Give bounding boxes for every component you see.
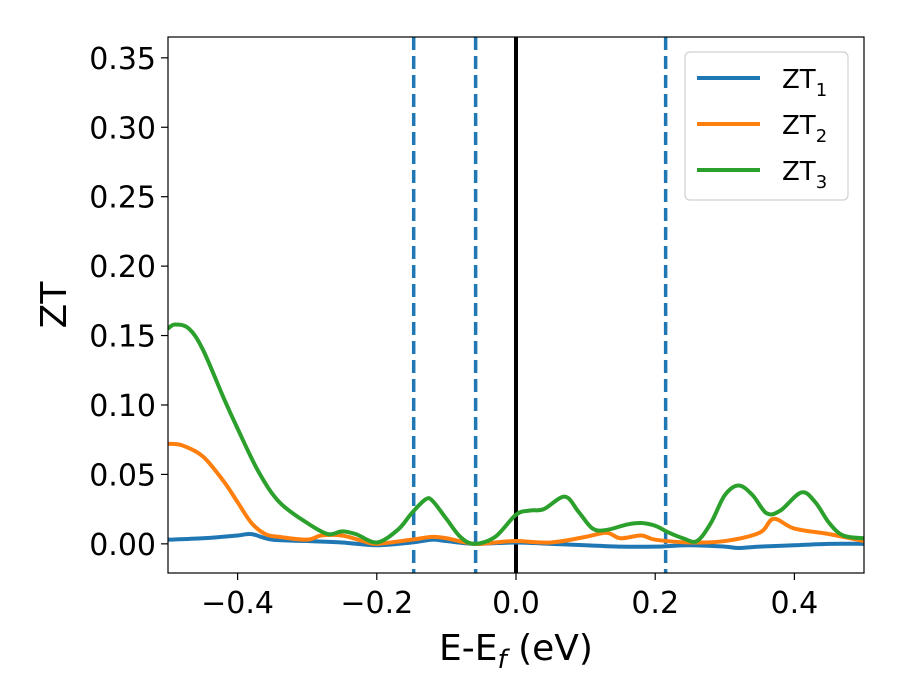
- series-line-zt2: [168, 441, 864, 546]
- y-tick-label: 0.00: [89, 528, 156, 563]
- x-tick-label: −0.4: [201, 586, 274, 621]
- y-tick-label: 0.30: [89, 111, 156, 146]
- y-axis: 0.00 0.05 0.10 0.15 0.20 0.25 0.30 0.35: [89, 42, 168, 563]
- series-line-zt3: [168, 322, 864, 546]
- x-tick-label: 0.2: [631, 586, 679, 621]
- x-tick-label: 0.0: [492, 586, 540, 621]
- x-axis: −0.4 −0.2 0.0 0.2 0.4: [201, 573, 818, 621]
- reference-lines: [411, 37, 668, 573]
- y-tick-label: 0.20: [89, 250, 156, 285]
- legend-box: [684, 51, 849, 201]
- series-layer: [168, 322, 864, 551]
- y-tick-label: 0.25: [89, 181, 156, 216]
- legend-label-zt1: ZT1: [782, 65, 827, 101]
- x-axis-title: E-Ef (eV): [439, 628, 593, 675]
- x-tick-label: −0.2: [340, 586, 413, 621]
- x-tick-label: 0.4: [771, 586, 819, 621]
- legend-label-zt2: ZT2: [782, 111, 827, 147]
- legend: ZT1 ZT2 ZT3: [684, 51, 849, 201]
- y-axis-title: ZT: [34, 281, 75, 329]
- y-tick-label: 0.35: [89, 42, 156, 77]
- y-tick-label: 0.10: [89, 389, 156, 424]
- y-tick-label: 0.05: [89, 458, 156, 493]
- legend-label-zt3: ZT3: [782, 157, 827, 193]
- y-tick-label: 0.15: [89, 320, 156, 355]
